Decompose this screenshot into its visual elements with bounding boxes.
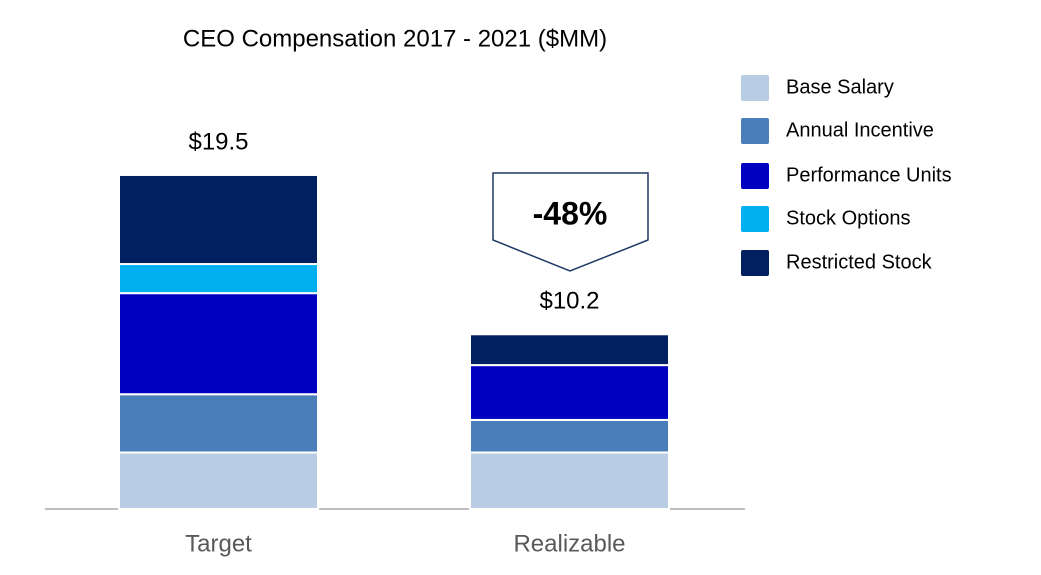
legend-swatch [741, 75, 769, 101]
legend-label: Annual Incentive [786, 119, 934, 141]
bar-segment [469, 418, 670, 454]
total-label: $10.2 [539, 288, 599, 315]
bar-segment [118, 173, 319, 266]
chart-title: CEO Compensation 2017 - 2021 ($MM) [183, 25, 607, 52]
legend-swatch [741, 118, 769, 144]
bar-segment [118, 393, 319, 454]
x-tick-label: Target [185, 530, 252, 557]
legend-label: Restricted Stock [786, 251, 933, 273]
bar-segment [118, 451, 319, 511]
annotation-callout [492, 172, 649, 272]
bar-segment [118, 263, 319, 295]
legend-label: Performance Units [786, 164, 952, 186]
legend-swatch [741, 250, 769, 276]
annotation: -48% [533, 195, 608, 231]
bar-segment [469, 364, 670, 421]
total-label: $19.5 [188, 128, 248, 155]
legend-swatch [741, 206, 769, 232]
bar-segment [469, 451, 670, 511]
legend-label: Base Salary [786, 76, 894, 98]
x-tick-label: Realizable [513, 530, 625, 557]
legend-swatch [741, 163, 769, 189]
legend-label: Stock Options [786, 207, 911, 229]
bar-segment [118, 292, 319, 396]
bar-segment [469, 333, 670, 367]
